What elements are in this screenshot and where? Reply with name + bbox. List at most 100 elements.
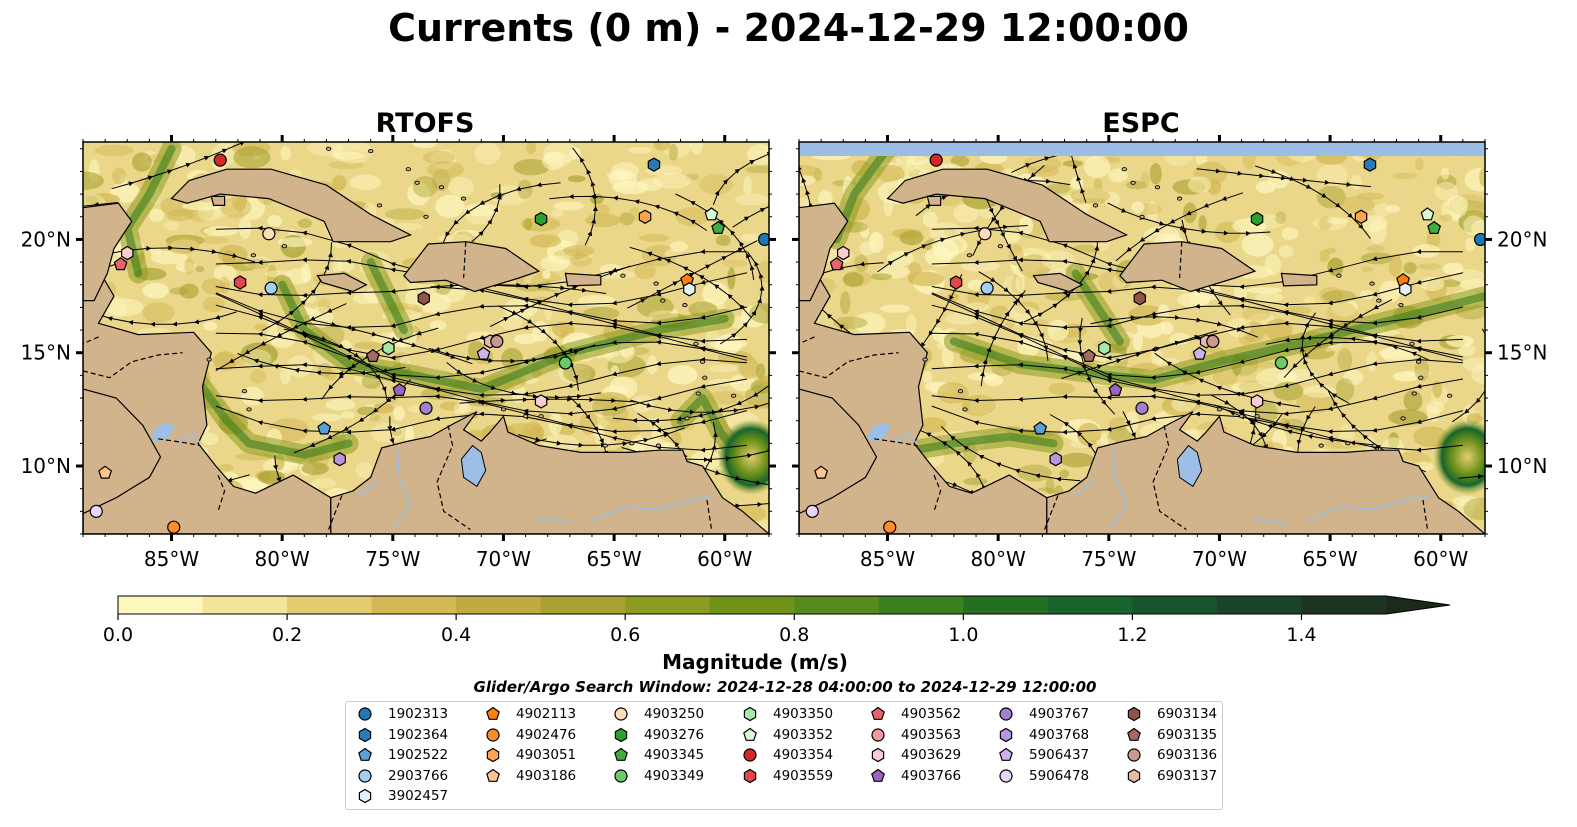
float-marker [317,421,332,435]
land-hispaniola [1119,241,1257,293]
legend-marker [871,727,885,742]
island [368,149,374,154]
island [241,389,248,394]
colorbar-segment [1301,596,1387,614]
y-tick-label: 20°N [21,227,71,251]
legend-label: 6903136 [1157,747,1218,763]
country-border [158,438,201,447]
island [1318,443,1324,448]
colorbar-segment [202,596,288,614]
panel-title-rtofs: RTOFS [375,108,475,139]
circle-marker-icon [999,768,1013,783]
float-marker [1135,401,1149,415]
legend-label: 6903135 [1157,726,1218,743]
legend-marker [358,788,372,804]
float-marker [1081,348,1096,362]
colorbar-segment [1216,596,1302,614]
float-marker [1354,209,1368,224]
float-marker [365,348,380,362]
float-marker [534,394,548,409]
legend-item: 4903768 [997,725,1089,745]
legend-item: 4903349 [612,766,704,786]
eddy [1433,418,1485,495]
x-tick-label: 85°W [144,547,199,571]
float-marker [419,401,433,415]
legend-item: 4903629 [869,745,961,765]
float-marker [883,520,897,534]
legend-label: 4903354 [773,747,834,763]
island [1415,359,1422,364]
streamline [799,142,814,217]
island [246,407,252,412]
float-marker [534,211,548,227]
island [522,414,529,419]
country-border [1422,499,1429,530]
river [1075,481,1094,497]
legend-item: 1902364 [356,725,448,745]
land-hispaniola [403,241,541,293]
hexagon-marker-icon [743,706,757,722]
river [536,517,570,524]
legend-label: 2903766 [388,767,449,784]
island [1092,203,1099,208]
legend-label: 4903766 [901,767,962,784]
legend-item: 4903350 [741,704,833,724]
legend-item: 4903767 [997,704,1089,724]
colorbar-tick-label: 1.4 [1286,624,1316,646]
legend-label: 4903250 [644,706,705,722]
lake-maracaibo [1176,444,1203,488]
hexagon-marker-icon [1127,768,1141,783]
float-marker [1274,356,1289,370]
x-tick-label: 75°W [1081,547,1136,571]
island [922,357,928,362]
island [699,359,706,364]
float-marker [814,465,829,479]
legend-marker [1127,727,1141,741]
float-marker [98,465,113,479]
colorbar-tick-label: 0.8 [779,624,809,646]
hexagon-marker-icon [486,747,500,763]
island [414,180,420,185]
colorbar-outline [117,595,1451,615]
streamline [83,340,96,343]
colorbar-label: Magnitude (m/s) [662,650,848,674]
land-yucatan [799,202,849,302]
pentagon-marker-icon [614,747,628,761]
country-border [83,352,183,379]
float-marker [647,157,661,172]
legend-item: 6903135 [1125,725,1217,745]
x-tick-label: 70°W [476,547,531,571]
float-marker [980,281,994,295]
legend-marker [871,768,885,782]
island [655,443,662,448]
float-marker [1427,220,1442,234]
island [1336,273,1342,278]
float-marker [490,334,504,348]
colorbar-tick-label: 0.2 [272,624,302,646]
land-cubaIsle [926,195,942,206]
island [438,185,445,190]
float-marker [262,227,276,241]
island [500,407,507,412]
legend-item: 4903559 [741,766,833,786]
legend-item: 5906437 [997,745,1089,765]
island [1345,441,1351,446]
x-tick-label: 70°W [1192,547,1247,571]
float-marker [829,257,844,271]
streamline [1452,328,1485,423]
river [1307,494,1430,522]
axis-labels: 85°W 80°W 75°W 70°W 65°W 60°W 20°N 15°N 10°N 85°W… [21,227,1548,571]
island [1238,414,1245,419]
island [1216,407,1223,412]
float-marker [1033,421,1048,435]
island [1446,393,1453,398]
hexagon-marker-icon [358,727,372,742]
land-cuba [170,168,413,243]
hexagon-marker-icon [614,727,628,742]
circle-marker-icon [358,768,372,783]
colorbar-segment [287,596,373,614]
river [359,481,378,497]
island [1400,416,1406,421]
streamline [699,466,769,492]
legend-label: 4903352 [773,726,834,743]
